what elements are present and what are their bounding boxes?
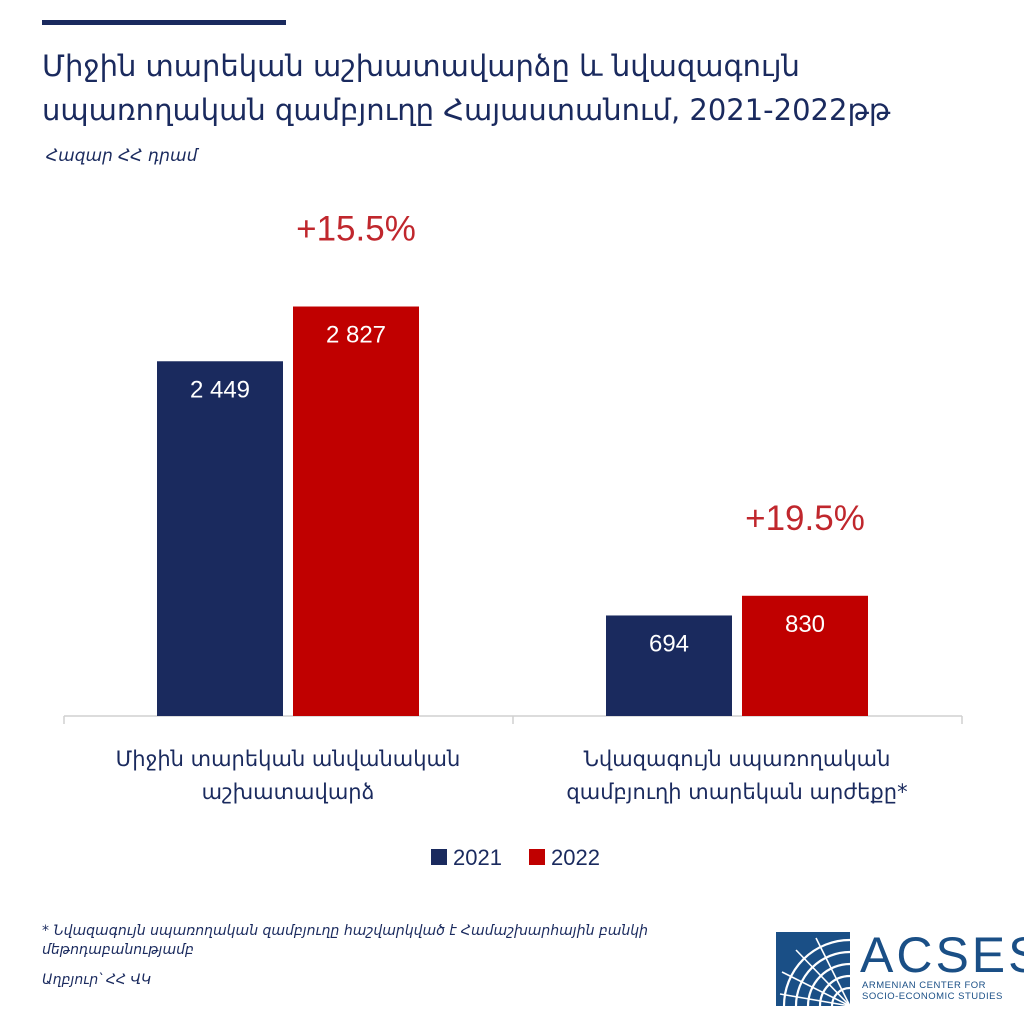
top-rule [42, 20, 286, 25]
data-label-2022-1: 830 [785, 611, 825, 638]
data-label-2022-0: 2 827 [326, 322, 386, 349]
footnote: * Նվազագույն սպառողական զամբյուղը հաշվար… [42, 923, 649, 958]
legend-swatch-2021 [431, 849, 447, 865]
logo-subtitle: ARMENIAN CENTER FOR SOCIO-ECONOMIC STUDI… [862, 980, 1003, 1002]
growth-annotation-0: +15.5% [296, 210, 416, 249]
legend-label-2021: 2021 [453, 845, 502, 870]
bar-2022-0 [293, 306, 419, 716]
bar-chart: 2 449 2 827 +15.5% Միջին տարեկան անվանական ա… [63, 210, 963, 870]
category-label-1-line1: զամբյուղի տարեկան արժեքը* [566, 780, 907, 804]
source-note: Աղբյուր՝ ՀՀ ՎԿ [42, 972, 152, 988]
logo-name: ACSES [860, 927, 1024, 983]
acses-logo: ACSES ARMENIAN CENTER FOR SOCIO-ECONOMIC… [776, 927, 1024, 1010]
bar-2021-1 [606, 615, 732, 716]
logo-subtitle-line2: SOCIO-ECONOMIC STUDIES [862, 991, 1003, 1002]
legend-label-2022: 2022 [551, 845, 600, 870]
bar-2022-1 [742, 595, 868, 716]
unit-label: Հազար ՀՀ դրամ [46, 146, 198, 166]
category-label-1-line0: Նվազագույն սպառողական [584, 747, 891, 771]
data-label-2021-1: 694 [649, 630, 689, 657]
growth-annotation-1: +19.5% [745, 499, 865, 538]
acses-logo-mark-icon [776, 932, 850, 1006]
legend-swatch-2022 [529, 849, 545, 865]
category-label-0-line0: Միջին տարեկան անվանական [116, 747, 461, 771]
chart-title: Միջին տարեկան աշխատավարձը և նվազագույն ս… [42, 49, 891, 127]
category-label-0-line1: աշխատավարձ [202, 780, 375, 804]
bar-2021-0 [157, 361, 283, 716]
logo-subtitle-line1: ARMENIAN CENTER FOR [862, 980, 987, 991]
data-label-2021-0: 2 449 [190, 376, 250, 403]
